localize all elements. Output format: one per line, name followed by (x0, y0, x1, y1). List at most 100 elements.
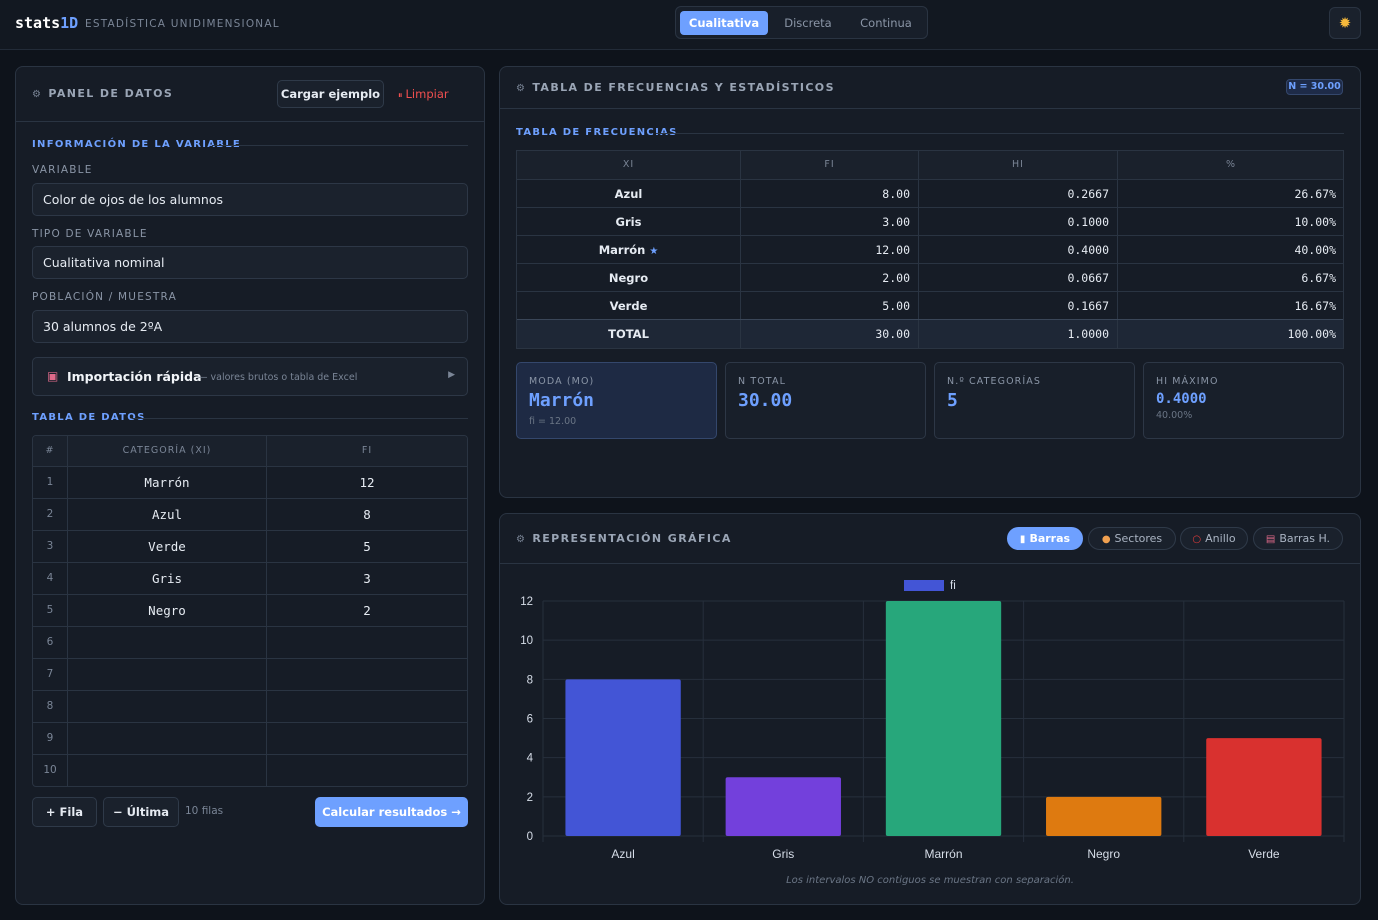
table-row: 4 Gris 3 (33, 562, 467, 594)
x-tick-label: Verde (1248, 847, 1280, 861)
table-header-row: # CATEGORÍA (XI) FI (33, 436, 467, 466)
percent-cell: 6.67% (1301, 271, 1336, 285)
fi-cell: 2.00 (741, 264, 919, 291)
category-input[interactable]: Gris (68, 563, 267, 594)
frequency-input[interactable]: 2 (363, 603, 371, 618)
hi-cell: 0.0667 (919, 264, 1118, 291)
mode-continua[interactable]: Continua (860, 16, 912, 30)
table-row: 1 Marrón 12 (33, 466, 467, 498)
brand-logo: stats1D (15, 14, 79, 32)
mode-discreta[interactable]: Discreta (784, 16, 832, 30)
type-select[interactable]: Cualitativa nominal (32, 246, 468, 279)
n-badge: N = 30.00 (1286, 79, 1343, 95)
card-label: N.º CATEGORÍAS (947, 376, 1041, 387)
hi-total: 1.0000 (919, 320, 1118, 348)
tab-horizontal-bars[interactable]: ▤ Barras H. (1253, 527, 1343, 550)
fi-total: 30.00 (741, 320, 919, 348)
table-row: 10 (33, 754, 467, 786)
population-input[interactable]: 30 alumnos de 2ºA (32, 310, 468, 343)
category-input[interactable]: Negro (68, 595, 267, 626)
bar-chart-icon: ▮ (1019, 534, 1026, 545)
category-input[interactable] (68, 659, 267, 690)
category-input[interactable]: Marrón (68, 467, 267, 498)
clear-button[interactable]: ⏸ Limpiar (398, 87, 449, 101)
column-header: HI (919, 151, 1118, 179)
chart-note: Los intervalos NO contiguos se muestran … (786, 875, 1074, 886)
table-row: 3 Verde 5 (33, 530, 467, 562)
tab-pie[interactable]: ● Sectores (1088, 527, 1176, 550)
column-header: FI (361, 445, 373, 456)
hi-cell: 0.1667 (919, 292, 1118, 319)
fi-cell: 8.00 (741, 180, 919, 207)
donut-icon: ○ (1192, 534, 1202, 545)
fi-cell: 12.00 (741, 236, 919, 263)
category-input[interactable]: Azul (68, 499, 267, 530)
load-example-button[interactable]: Cargar ejemplo (277, 80, 384, 108)
y-tick-label: 0 (527, 831, 533, 843)
clipboard-icon: ▣ (47, 369, 59, 383)
frequency-input[interactable] (267, 691, 467, 722)
hi-cell: 0.1000 (919, 208, 1118, 235)
y-tick-label: 6 (527, 714, 533, 726)
row-number: 10 (33, 755, 68, 786)
variable-label: VARIABLE (32, 164, 93, 176)
table-row: Marrón ★ 12.00 0.4000 40.00% (517, 235, 1343, 263)
category-cell: Azul (517, 180, 741, 207)
percent-cell: 26.67% (1294, 187, 1336, 201)
category-input[interactable] (68, 691, 267, 722)
y-tick-label: 2 (527, 792, 533, 804)
bar (565, 679, 681, 836)
categories-card: N.º CATEGORÍAS 5 (934, 362, 1135, 439)
quick-import-toggle[interactable]: ▣ Importación rápida — valores brutos o … (32, 357, 468, 396)
category-input[interactable] (68, 723, 267, 754)
x-tick-label: Azul (611, 847, 634, 861)
table-row: 2 Azul 8 (33, 498, 467, 530)
frequency-input[interactable] (267, 659, 467, 690)
table-row: 9 (33, 722, 467, 754)
table-row: 8 (33, 690, 467, 722)
population-label: POBLACIÓN / MUESTRA (32, 291, 177, 303)
x-tick-label: Marrón (924, 847, 962, 861)
type-label: TIPO DE VARIABLE (32, 228, 148, 240)
frequency-input[interactable] (267, 627, 467, 658)
row-number: 9 (33, 723, 68, 754)
legend-label: fi (950, 580, 956, 592)
gear-icon: ⚙ (32, 89, 43, 100)
frequency-input[interactable]: 5 (363, 539, 371, 554)
frequency-input[interactable] (267, 755, 467, 786)
category-input[interactable] (68, 755, 267, 786)
card-label: N TOTAL (738, 376, 786, 387)
mode-cualitativa[interactable]: Cualitativa (680, 11, 768, 35)
bar (725, 777, 841, 836)
brand-subtitle: ESTADÍSTICA UNIDIMENSIONAL (85, 18, 280, 30)
row-number: 8 (33, 691, 68, 722)
row-number: 4 (33, 563, 68, 594)
frequency-input[interactable]: 12 (359, 475, 375, 490)
frequency-panel-header (500, 67, 1360, 109)
category-input[interactable]: Verde (68, 531, 267, 562)
add-row-button[interactable]: + Fila (32, 797, 97, 827)
row-number: 1 (33, 467, 68, 498)
table-row: Gris 3.00 0.1000 10.00% (517, 207, 1343, 235)
table-total-row: TOTAL 30.00 1.0000 100.00% (517, 319, 1343, 348)
section-table-label: TABLA DE DATOS (32, 412, 146, 423)
row-number: 6 (33, 627, 68, 658)
remove-last-row-button[interactable]: − Última (103, 797, 179, 827)
table-row: Verde 5.00 0.1667 16.67% (517, 291, 1343, 319)
table-row: 6 (33, 626, 467, 658)
row-number: 2 (33, 499, 68, 530)
calculate-button[interactable]: Calcular resultados → (315, 797, 468, 827)
frequency-input[interactable]: 8 (363, 507, 371, 522)
category-input[interactable] (68, 627, 267, 658)
frequency-input[interactable] (267, 723, 467, 754)
graph-panel-title: ⚙ REPRESENTACIÓN GRÁFICA (516, 532, 732, 545)
legend-swatch (904, 580, 944, 591)
variable-input[interactable]: Color de ojos de los alumnos (32, 183, 468, 216)
frequency-table: XI FI HI % Azul 8.00 0.2667 26.67% Gris 3.00… (516, 150, 1344, 349)
frequency-input[interactable]: 3 (363, 571, 371, 586)
tab-bars[interactable]: ▮ Barras (1007, 527, 1083, 550)
tab-donut[interactable]: ○ Anillo (1180, 527, 1248, 550)
hi-cell: 0.4000 (919, 236, 1118, 263)
horizontal-bars-icon: ▤ (1265, 534, 1276, 545)
theme-toggle-button[interactable]: ✹ (1329, 7, 1361, 39)
